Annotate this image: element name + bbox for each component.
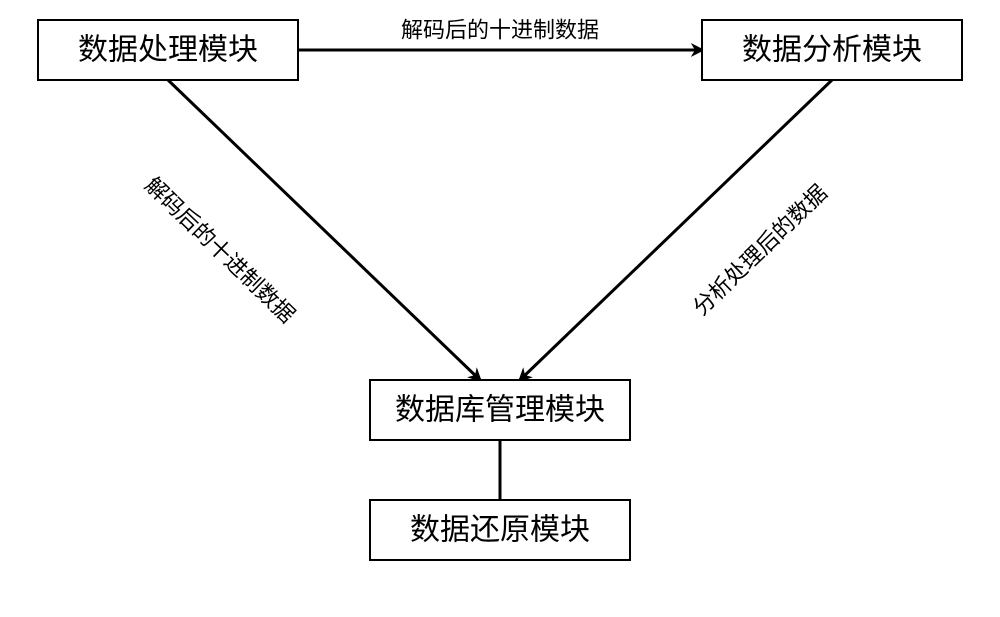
node-analysis-label: 数据分析模块	[742, 34, 922, 67]
node-restore: 数据还原模块	[370, 500, 630, 560]
edge-label-processing-to-analysis: 解码后的十进制数据	[401, 18, 599, 43]
node-processing: 数据处理模块	[38, 20, 298, 80]
node-dbmgmt-label: 数据库管理模块	[395, 394, 605, 427]
node-processing-label: 数据处理模块	[78, 34, 258, 67]
node-dbmgmt: 数据库管理模块	[370, 380, 630, 440]
node-analysis: 数据分析模块	[702, 20, 962, 80]
edge-label-processing-to-dbmgmt: 解码后的十进制数据	[140, 172, 300, 328]
edge-label-analysis-to-dbmgmt: 分析处理后的数据	[688, 180, 832, 320]
node-restore-label: 数据还原模块	[410, 514, 590, 547]
